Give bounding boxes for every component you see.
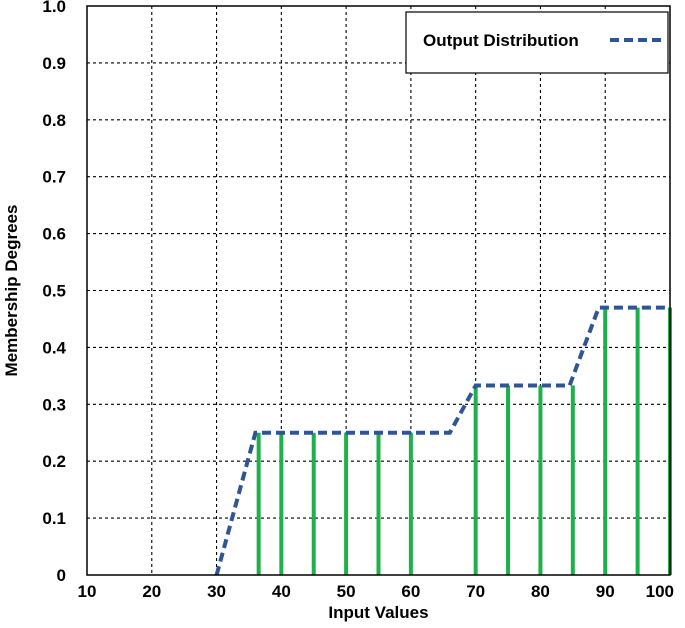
y-tick-label: 0.9	[42, 54, 66, 73]
y-tick-label: 0.4	[42, 338, 66, 357]
y-tick-label: 0.2	[42, 452, 66, 471]
x-axis-ticks: 10 20 30 40 50 60 70 80 90 100	[78, 582, 674, 601]
x-tick-label: 10	[78, 582, 97, 601]
y-tick-label: 0.6	[42, 225, 66, 244]
legend-box	[405, 11, 669, 74]
y-tick-label: 0.8	[42, 111, 66, 130]
y-tick-label: 1.0	[42, 0, 66, 16]
y-tick-label: 0.1	[42, 509, 66, 528]
x-tick-label: 70	[466, 582, 485, 601]
series-line	[214, 305, 670, 576]
y-tick-label: 0.5	[42, 282, 66, 301]
x-axis-label: Input Values	[328, 603, 428, 622]
plot-frame	[86, 5, 671, 576]
y-axis-label: Membership Degrees	[2, 205, 21, 377]
x-tick-label: 100	[646, 582, 674, 601]
x-tick-label: 60	[401, 582, 420, 601]
x-tick-label: 50	[337, 582, 356, 601]
x-tick-label: 80	[531, 582, 550, 601]
y-tick-label: 0	[57, 566, 66, 585]
y-tick-label: 0.3	[42, 395, 66, 414]
legend: Output Distribution	[405, 11, 669, 74]
x-tick-label: 90	[596, 582, 615, 601]
y-axis-ticks: 0 0.1 0.2 0.3 0.4 0.5 0.6 0.7 0.8 0.9 1.0	[42, 0, 66, 585]
y-tick-label: 0.7	[42, 168, 66, 187]
legend-label: Output Distribution	[423, 31, 579, 50]
series	[214, 305, 670, 576]
x-tick-label: 30	[207, 582, 226, 601]
x-tick-label: 40	[272, 582, 291, 601]
x-tick-label: 20	[142, 582, 161, 601]
stems	[256, 307, 672, 575]
